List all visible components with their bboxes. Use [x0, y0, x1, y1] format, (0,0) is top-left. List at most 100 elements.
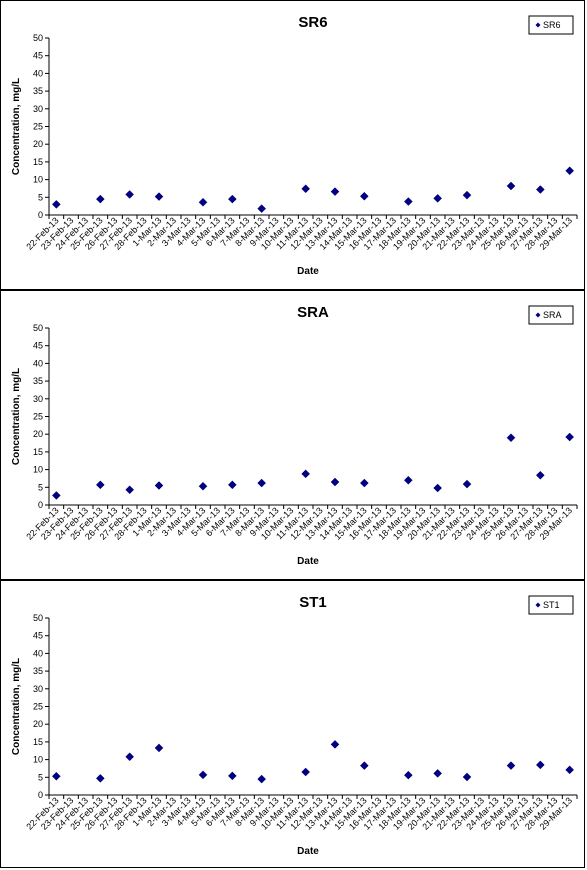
data-point	[506, 181, 516, 191]
data-point	[359, 478, 369, 488]
legend: ST1	[528, 595, 574, 615]
y-tick-label: 50	[33, 613, 43, 623]
y-tick-label: 25	[33, 412, 43, 422]
chart-svg: SR60510152025303540455022-Feb-1323-Feb-1…	[11, 14, 578, 277]
y-tick-label: 5	[38, 772, 43, 782]
data-point	[506, 433, 516, 443]
x-axis-title: Date	[297, 846, 319, 857]
data-point	[433, 194, 443, 203]
data-point	[301, 184, 311, 194]
x-axis-title: Date	[297, 556, 319, 567]
data-point	[95, 480, 105, 490]
data-point	[301, 469, 311, 479]
data-point	[462, 190, 472, 200]
y-tick-label: 20	[33, 429, 43, 439]
y-tick-label: 10	[33, 175, 43, 185]
data-point	[154, 481, 164, 490]
chart-title: SRA	[297, 304, 329, 321]
data-point	[125, 190, 135, 199]
legend-box	[528, 305, 574, 325]
data-point	[535, 185, 545, 194]
y-tick-label: 20	[33, 139, 43, 149]
y-tick-label: 30	[33, 104, 43, 114]
legend: SR6	[528, 15, 574, 35]
data-point	[359, 191, 369, 201]
y-tick-label: 50	[33, 323, 43, 333]
data-point	[51, 771, 61, 781]
data-point	[257, 478, 267, 488]
chart-svg: SRA0510152025303540455022-Feb-1323-Feb-1…	[11, 304, 578, 567]
data-point	[330, 187, 340, 196]
y-tick-label: 40	[33, 68, 43, 78]
y-tick-label: 25	[33, 702, 43, 712]
data-point	[359, 761, 369, 770]
legend-label: ST1	[543, 600, 560, 610]
y-tick-label: 10	[33, 755, 43, 765]
y-tick-label: 45	[33, 341, 43, 351]
data-point	[227, 480, 237, 490]
data-point	[227, 194, 237, 204]
y-tick-label: 0	[38, 500, 43, 510]
y-tick-label: 10	[33, 465, 43, 475]
data-point	[403, 475, 413, 485]
chart-svg: ST10510152025303540455022-Feb-1323-Feb-1…	[11, 594, 578, 857]
data-point	[506, 761, 516, 770]
data-point	[125, 752, 135, 762]
data-point	[301, 767, 311, 777]
y-tick-label: 15	[33, 447, 43, 457]
data-point	[433, 483, 443, 493]
y-axis-title: Concentration, mg/L	[11, 78, 22, 175]
data-point	[462, 772, 472, 782]
data-point	[462, 479, 472, 489]
y-tick-label: 35	[33, 666, 43, 676]
chart-title: SR6	[298, 14, 327, 31]
chart-title: ST1	[299, 594, 327, 611]
y-tick-label: 40	[33, 358, 43, 368]
legend-label: SR6	[543, 20, 561, 30]
legend-marker	[535, 312, 541, 318]
y-tick-label: 35	[33, 86, 43, 96]
legend-marker	[535, 22, 541, 28]
data-point	[403, 770, 413, 780]
y-axis-title: Concentration, mg/L	[11, 368, 22, 465]
x-axis-title: Date	[297, 266, 319, 277]
data-point	[330, 740, 340, 749]
data-point	[95, 194, 105, 204]
y-tick-label: 30	[33, 684, 43, 694]
data-point	[125, 485, 135, 495]
data-point	[227, 771, 237, 781]
data-point	[51, 200, 61, 209]
data-point	[403, 197, 413, 206]
legend-label: SRA	[543, 310, 562, 320]
data-point	[535, 760, 545, 770]
data-point	[330, 477, 340, 487]
y-tick-label: 5	[38, 192, 43, 202]
data-point	[565, 432, 575, 442]
y-tick-label: 35	[33, 376, 43, 386]
data-point	[565, 166, 575, 176]
y-tick-label: 50	[33, 33, 43, 43]
y-tick-label: 0	[38, 210, 43, 220]
y-tick-label: 5	[38, 482, 43, 492]
y-tick-label: 45	[33, 51, 43, 61]
data-point	[154, 192, 164, 201]
y-tick-label: 25	[33, 122, 43, 132]
y-axis-title: Concentration, mg/L	[11, 658, 22, 755]
y-tick-label: 40	[33, 648, 43, 658]
legend-box	[528, 595, 574, 615]
data-point	[198, 770, 208, 780]
chart-panel-sr6: SR6 0 5 10 15 20 25 30 35 40 45 50 22-Feb-13 23-Feb-1…	[0, 0, 585, 290]
y-tick-label: 20	[33, 719, 43, 729]
chart-panel-sra: SRA 0 5 10 15 20 25 30 35 40 45 50 22-Feb-13 23-Feb-1…	[0, 290, 585, 580]
y-tick-label: 15	[33, 157, 43, 167]
data-point	[51, 491, 61, 500]
y-tick-label: 45	[33, 631, 43, 641]
data-point	[257, 774, 267, 784]
data-point	[535, 470, 545, 480]
data-point	[154, 743, 164, 753]
legend-box	[528, 15, 574, 35]
legend: SRA	[528, 305, 574, 325]
data-point	[433, 769, 443, 778]
chart-panel-st1: ST1 0 5 10 15 20 25 30 35 40 45 50 22-Feb-13 23-Feb-1…	[0, 580, 585, 868]
